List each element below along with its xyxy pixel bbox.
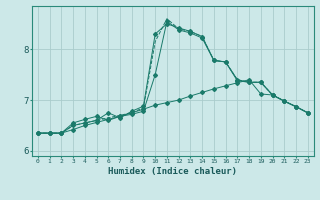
X-axis label: Humidex (Indice chaleur): Humidex (Indice chaleur) [108,167,237,176]
